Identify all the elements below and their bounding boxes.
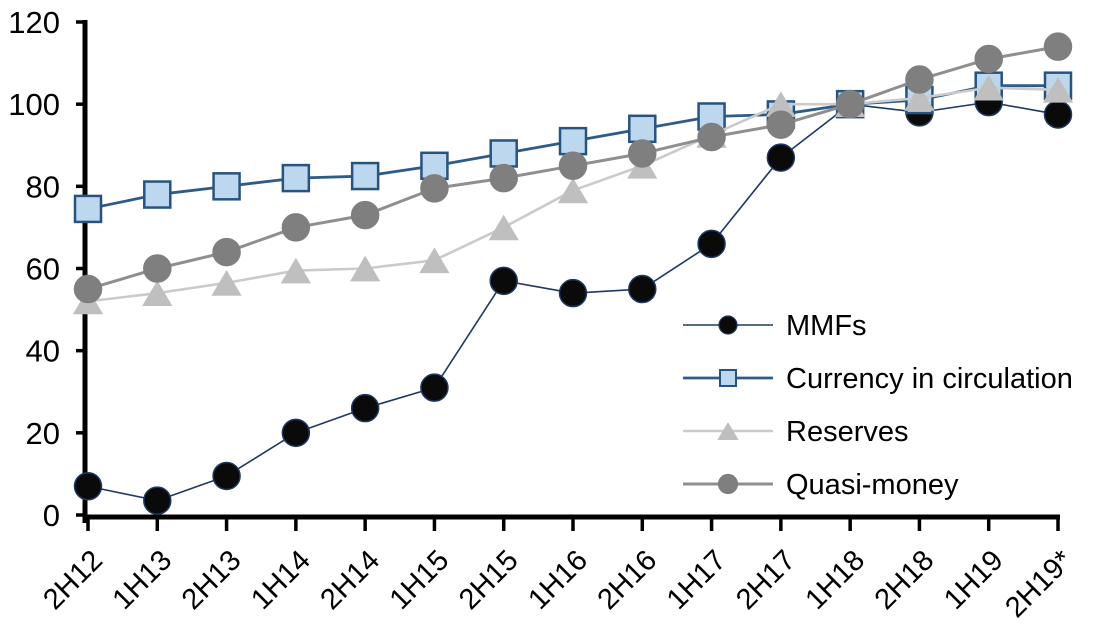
x-axis-tick-label: 1H13 (107, 544, 179, 616)
x-axis-tick-label: 2H14 (314, 544, 386, 616)
marker-reserves (557, 177, 589, 204)
marker-mmfs (350, 393, 380, 423)
marker-mmfs (73, 471, 103, 501)
x-axis-tick-label: 1H18 (799, 544, 871, 616)
marker-reserves (350, 255, 381, 282)
marker-quasi-money (420, 174, 449, 203)
marker-mmfs (281, 418, 311, 448)
marker-mmfs (1043, 100, 1073, 129)
marker-mmfs (489, 266, 518, 296)
legend-marker-reserves (717, 421, 739, 441)
y-axis-tick-label: 100 (8, 87, 60, 122)
marker-currency-in-circulation (143, 180, 172, 209)
marker-mmfs (766, 143, 796, 172)
marker-quasi-money (766, 110, 796, 139)
marker-reserves (488, 214, 519, 241)
x-axis-tick-label: 2H17 (730, 544, 802, 616)
marker-currency-in-circulation (558, 126, 588, 156)
marker-quasi-money (73, 274, 103, 304)
x-axis-tick-label: 1H16 (522, 544, 594, 616)
y-axis-tick-label: 60 (26, 252, 60, 287)
legend: MMFs Currency in circulation Reserves Quasi… (683, 310, 1073, 501)
marker-reserves (1042, 76, 1074, 103)
y-axis-tick-label: 40 (26, 334, 60, 369)
marker-quasi-money (281, 213, 311, 242)
marker-reserves (211, 270, 242, 296)
legend-label-reserves: Reserves (786, 416, 909, 448)
marker-currency-in-circulation (628, 114, 657, 144)
marker-mmfs (558, 278, 588, 308)
legend-label-currency-in-circulation: Currency in circulation (786, 363, 1073, 395)
y-axis-tick-label: 0 (43, 498, 60, 533)
series-quasi-money (73, 32, 1073, 304)
y-axis-tick-label: 20 (26, 416, 60, 451)
marker-currency-in-circulation (73, 194, 103, 224)
marker-reserves (419, 247, 450, 274)
marker-quasi-money (697, 122, 726, 152)
x-axis-tick-label: 1H15 (384, 544, 456, 616)
marker-reserves (765, 91, 796, 117)
legend-item-reserves: Reserves (683, 416, 909, 448)
marker-mmfs (628, 274, 657, 304)
legend-marker-currency-in-circulation (719, 369, 737, 387)
marker-quasi-money (835, 89, 865, 119)
marker-reserves (142, 280, 173, 306)
marker-quasi-money (974, 44, 1003, 74)
legend-label-quasi-money: Quasi-money (786, 469, 959, 501)
x-axis-tick-label: 2H12 (37, 544, 109, 616)
marker-currency-in-circulation (489, 139, 518, 168)
marker-quasi-money (905, 65, 934, 94)
x-axis-tick-label: 2H19* (999, 544, 1079, 624)
legend-marker-quasi-money (717, 473, 739, 495)
x-axis-tick-label: 2H13 (176, 544, 248, 616)
marker-currency-in-circulation (212, 172, 241, 201)
legend-item-currency-in-circulation: Currency in circulation (683, 363, 1073, 395)
marker-mmfs (212, 461, 241, 491)
legend-item-mmfs: MMFs (683, 310, 867, 342)
marker-reserves (904, 85, 935, 111)
legend-label-mmfs: MMFs (786, 310, 867, 342)
x-axis-tick-label: 2H16 (592, 544, 664, 616)
x-axis-tick-label: 1H17 (661, 544, 733, 616)
y-axis-tick-label: 120 (8, 5, 60, 40)
marker-mmfs (143, 486, 172, 515)
marker-quasi-money (558, 151, 588, 181)
legend-item-quasi-money: Quasi-money (683, 469, 959, 501)
y-axis-tick-label: 80 (26, 169, 60, 204)
x-axis-tick-label: 1H19 (938, 544, 1010, 616)
x-axis-tick-label: 1H14 (245, 544, 317, 616)
marker-mmfs (697, 229, 726, 259)
marker-mmfs (420, 373, 449, 402)
marker-reserves (280, 257, 311, 284)
marker-quasi-money (143, 254, 172, 283)
marker-quasi-money (350, 200, 380, 230)
marker-currency-in-circulation (281, 163, 311, 193)
marker-quasi-money (1043, 32, 1073, 61)
x-axis-tick-label: 2H18 (869, 544, 941, 616)
marker-quasi-money (489, 163, 518, 193)
x-axis-tick-label: 2H15 (453, 544, 525, 616)
marker-quasi-money (212, 237, 241, 267)
marker-quasi-money (628, 139, 657, 168)
marker-currency-in-circulation (350, 161, 380, 191)
legend-marker-mmfs (718, 315, 738, 335)
marker-reserves (973, 74, 1004, 101)
